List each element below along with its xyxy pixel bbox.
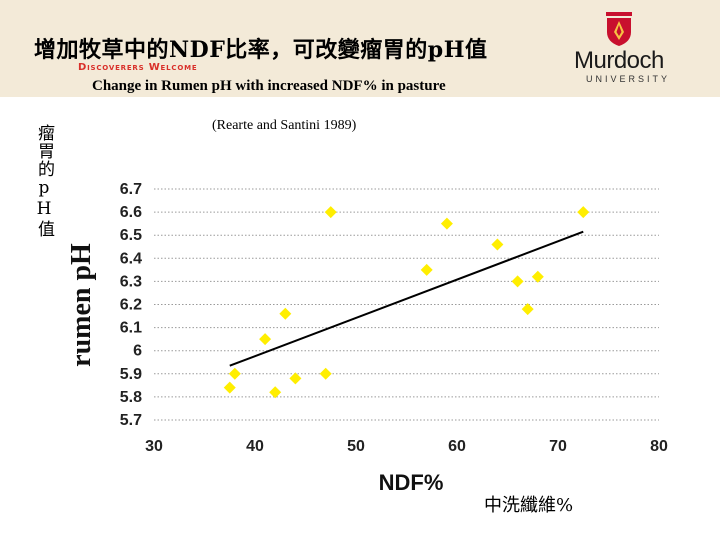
data-point <box>319 367 332 380</box>
citation: (Rearte and Santini 1989) <box>212 118 357 133</box>
data-point <box>511 275 524 288</box>
y-axis-label: rumen pH <box>66 243 97 367</box>
trendline-group <box>229 230 584 367</box>
x-tick-label: 60 <box>448 438 466 455</box>
data-point <box>289 372 302 385</box>
data-point <box>259 333 272 346</box>
y-tick-label: 6.2 <box>120 297 142 314</box>
data-point <box>269 386 282 399</box>
header-band <box>0 0 720 97</box>
tagline: Discoverers Welcome <box>78 62 198 73</box>
y-tick-label: 6.6 <box>120 204 142 221</box>
data-point <box>577 206 590 219</box>
data-point <box>228 367 241 380</box>
logo-subtext: UNIVERSITY <box>586 74 671 84</box>
x-tick-label: 40 <box>246 438 264 455</box>
data-point <box>521 303 534 316</box>
data-point <box>279 307 292 320</box>
x-axis-label: NDF% <box>379 470 444 495</box>
y-tick-label: 5.7 <box>120 412 142 429</box>
chart-subtitle: Change in Rumen pH with increased NDF% i… <box>92 78 446 94</box>
y-tick-label: 6.4 <box>120 250 142 267</box>
data-point <box>531 270 544 283</box>
y-tick-label: 6.1 <box>120 320 142 337</box>
x-tick-label: 30 <box>145 438 163 455</box>
x-tick-label: 80 <box>650 438 668 455</box>
data-point <box>223 381 236 394</box>
y-tick-label: 5.8 <box>120 389 142 406</box>
y-tick-label: 6.7 <box>120 181 142 198</box>
x-tick-label: 70 <box>549 438 567 455</box>
data-point <box>440 217 453 230</box>
cn-x-axis-label: 中洗纖維% <box>484 495 574 516</box>
x-tick-label: 50 <box>347 438 365 455</box>
murdoch-logo: Murdoch UNIVERSITY <box>574 10 714 86</box>
x-tick-labels: 30 40 50 60 70 80 <box>145 438 668 455</box>
y-tick-label: 6.5 <box>120 227 142 244</box>
data-point <box>420 263 433 276</box>
page-title: 增加牧草中的NDF比率，可改變瘤胃的pH值 <box>34 37 488 63</box>
data-points <box>223 206 590 399</box>
y-tick-labels: 5.7 5.8 5.9 6 6.1 6.2 6.3 6.4 6.5 6.6 6.7 <box>120 181 142 429</box>
data-point <box>491 238 504 251</box>
trendline <box>229 230 584 367</box>
y-tick-label: 6.3 <box>120 273 142 290</box>
crest-icon <box>606 12 632 46</box>
y-tick-label: 6 <box>133 343 142 360</box>
y-tick-label: 5.9 <box>120 366 142 383</box>
cn-y-axis-label: 瘤胃的pH值 <box>34 124 54 238</box>
grid-lines <box>154 188 659 421</box>
data-point <box>324 206 337 219</box>
logo-wordmark: Murdoch <box>574 47 664 74</box>
